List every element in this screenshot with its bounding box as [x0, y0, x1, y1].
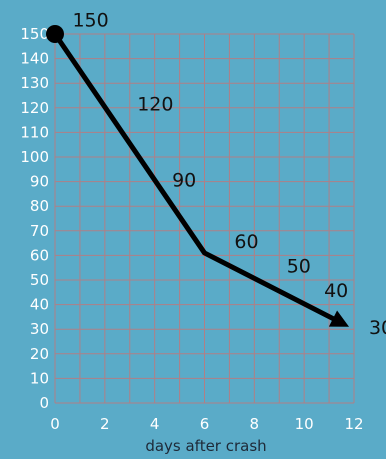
x-tick-label: 2 — [100, 415, 110, 433]
y-tick-label: 100 — [20, 148, 49, 166]
y-tick-label: 10 — [30, 369, 49, 387]
arrowhead-marker — [328, 310, 350, 327]
series-line — [52, 31, 339, 323]
y-tick-label: 110 — [20, 123, 49, 141]
y-tick-label: 60 — [30, 246, 49, 264]
y-tick-label: 70 — [30, 222, 49, 240]
x-axis-title: days after crash — [145, 437, 266, 455]
y-tick-label: 130 — [20, 74, 49, 92]
y-tick-label: 150 — [20, 25, 49, 43]
x-tick-label: 6 — [200, 415, 210, 433]
y-tick-label: 140 — [20, 50, 49, 68]
data-labels: 150 120 90 60 50 40 30 — [72, 10, 386, 339]
data-label: 150 — [72, 10, 108, 32]
y-tick-label: 30 — [30, 320, 49, 338]
y-tick-label: 50 — [30, 271, 49, 289]
data-label: 120 — [137, 93, 173, 115]
x-tick-label: 10 — [295, 415, 314, 433]
data-label: 30 — [369, 317, 386, 339]
y-axis-ticks: 0 10 20 30 40 50 60 70 80 90 100 110 120 130 140 150 — [20, 25, 49, 412]
x-tick-label: 8 — [250, 415, 260, 433]
data-label: 90 — [172, 170, 196, 192]
grid — [54, 33, 355, 404]
data-label: 50 — [287, 256, 311, 278]
x-tick-label: 0 — [50, 415, 60, 433]
data-label: 40 — [324, 280, 348, 302]
data-label: 60 — [234, 231, 258, 253]
series — [46, 25, 350, 327]
y-tick-label: 20 — [30, 345, 49, 363]
start-point-marker — [46, 25, 64, 43]
y-tick-label: 90 — [30, 173, 49, 191]
x-tick-label: 12 — [344, 415, 363, 433]
y-tick-label: 0 — [39, 394, 49, 412]
x-tick-label: 4 — [150, 415, 160, 433]
y-tick-label: 40 — [30, 296, 49, 314]
y-tick-label: 120 — [20, 99, 49, 117]
y-tick-label: 80 — [30, 197, 49, 215]
x-axis-ticks: 0 2 4 6 8 10 12 — [50, 415, 363, 433]
